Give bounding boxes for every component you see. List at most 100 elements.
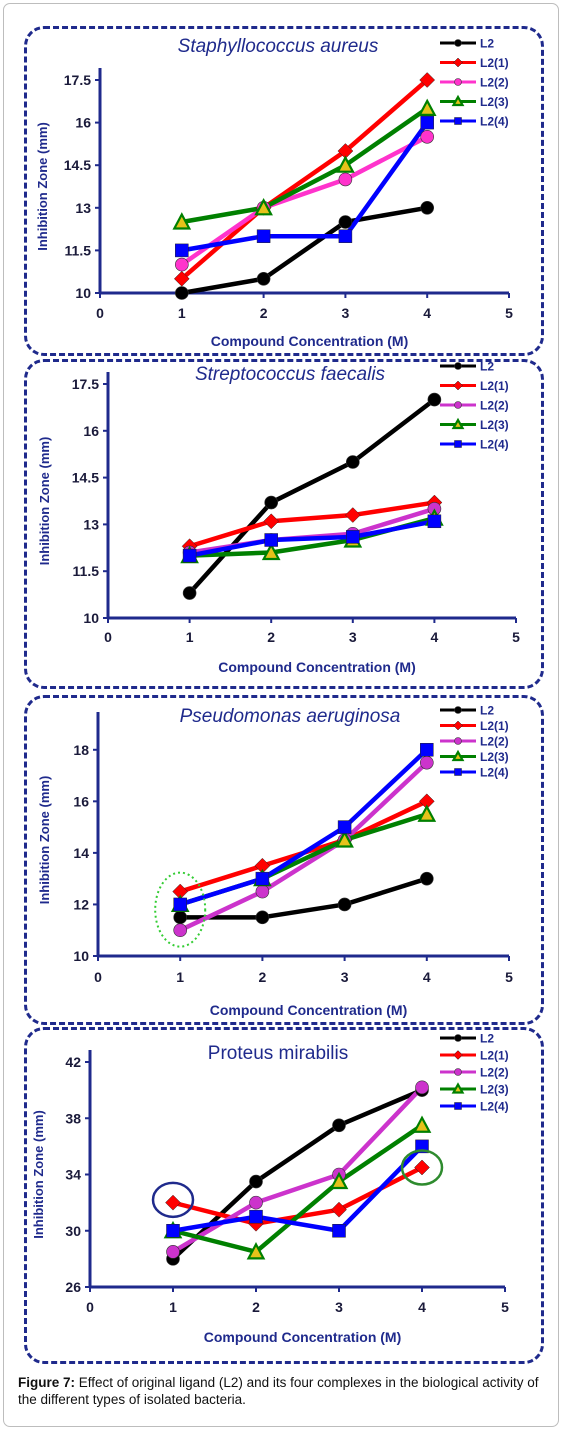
series-line (171, 1088, 423, 1261)
legend-label: L2(4) (480, 766, 509, 780)
series-line (171, 1085, 424, 1254)
series-line (181, 121, 430, 253)
data-point (264, 533, 278, 547)
chart-title: Proteus mirabilis (208, 1043, 348, 1064)
data-point (264, 495, 279, 510)
legend-marker (454, 1068, 462, 1076)
data-point (173, 923, 187, 938)
x-tick-label: 1 (176, 969, 184, 985)
data-point (412, 1115, 432, 1133)
highlight-ellipse (154, 871, 207, 948)
legend-marker (451, 1082, 465, 1094)
legend-marker (454, 1034, 462, 1042)
data-point (344, 507, 361, 523)
legend-marker (454, 737, 462, 745)
data-point (420, 743, 434, 757)
legend-label: L2(3) (480, 418, 509, 432)
x-tick-label: 0 (94, 969, 102, 985)
legend-label: L2(4) (480, 1100, 509, 1114)
y-tick-label: 16 (83, 423, 99, 439)
legend-label: L2(2) (480, 76, 509, 90)
data-point (332, 1118, 346, 1133)
data-point (166, 1245, 180, 1259)
data-point (427, 514, 442, 529)
legend-marker (454, 440, 462, 448)
y-tick-label: 17.5 (64, 72, 91, 88)
y-axis-label: Inhibition Zone (mm) (37, 776, 52, 905)
data-point (427, 392, 442, 407)
x-tick-label: 4 (423, 305, 431, 321)
chart-title: Streptococcus faecalis (195, 364, 386, 385)
x-tick-label: 1 (169, 1299, 177, 1315)
x-tick-label: 0 (86, 1299, 94, 1315)
y-axis-label: Inhibition Zone (mm) (35, 122, 50, 251)
x-axis-label: Compound Concentration (M) (211, 333, 409, 349)
legend-marker (453, 57, 463, 68)
series-line (181, 106, 429, 225)
chart-panel-2 (24, 359, 544, 689)
x-tick-label: 5 (512, 629, 520, 645)
x-tick-label: 0 (96, 305, 104, 321)
y-tick-label: 42 (65, 1054, 81, 1070)
chart-1: 0 1 2 3 4 5 10 11.5 13 14.5 16 17.5 Compound Concent… (35, 36, 513, 349)
data-point (256, 271, 271, 286)
series-line (180, 876, 428, 920)
legend-label: L2(1) (480, 56, 509, 70)
legend-marker (454, 39, 462, 47)
legend-label: L2(3) (480, 1083, 509, 1097)
series-line (189, 519, 435, 558)
legend-marker (453, 720, 463, 731)
chart-panel-3 (24, 695, 544, 1025)
y-tick-label: 26 (65, 1279, 81, 1295)
data-point (420, 201, 435, 215)
y-tick-label: 14 (73, 845, 89, 861)
legend-marker (454, 768, 462, 776)
data-point (329, 1171, 349, 1190)
legend-label: L2(1) (480, 1049, 509, 1063)
x-tick-label: 2 (259, 969, 267, 985)
series-line (172, 1123, 424, 1255)
legend-label: L2 (480, 37, 494, 51)
data-point (254, 197, 273, 216)
legend-label: L2(2) (480, 1066, 509, 1080)
y-tick-label: 16 (75, 115, 91, 131)
highlight-ellipse (151, 1181, 195, 1219)
x-tick-label: 4 (431, 629, 439, 645)
legend-marker (453, 380, 463, 391)
legend-marker (454, 706, 462, 714)
x-axis-label: Compound Concentration (M) (218, 659, 416, 675)
x-axis-label: Compound Concentration (M) (210, 1002, 408, 1018)
data-point (415, 1080, 429, 1095)
data-point (338, 229, 353, 243)
x-tick-label: 1 (178, 305, 186, 321)
data-point (263, 513, 280, 530)
x-tick-label: 5 (505, 969, 513, 985)
data-point (419, 755, 434, 770)
y-tick-label: 16 (73, 793, 89, 809)
y-tick-label: 11.5 (65, 242, 92, 258)
y-tick-label: 10 (73, 948, 89, 964)
y-tick-label: 18 (73, 742, 89, 758)
data-point (335, 830, 354, 848)
chart-panel-1 (24, 26, 544, 356)
data-point (172, 212, 192, 230)
y-tick-label: 12 (73, 896, 89, 912)
legend-label: L2(4) (480, 115, 509, 129)
legend-label: L2(3) (480, 95, 509, 109)
data-point (338, 215, 353, 229)
x-tick-label: 4 (423, 969, 431, 985)
data-point (165, 1194, 181, 1211)
data-point (338, 172, 353, 187)
y-tick-label: 11.5 (73, 563, 100, 579)
data-point (256, 229, 271, 243)
data-point (175, 243, 189, 258)
data-point (417, 804, 437, 822)
data-point (173, 897, 187, 912)
legend-marker (451, 94, 465, 107)
data-point (346, 530, 360, 544)
data-point (420, 115, 434, 130)
series-line (179, 748, 429, 907)
data-point (336, 155, 355, 173)
figure-frame (3, 3, 559, 1427)
